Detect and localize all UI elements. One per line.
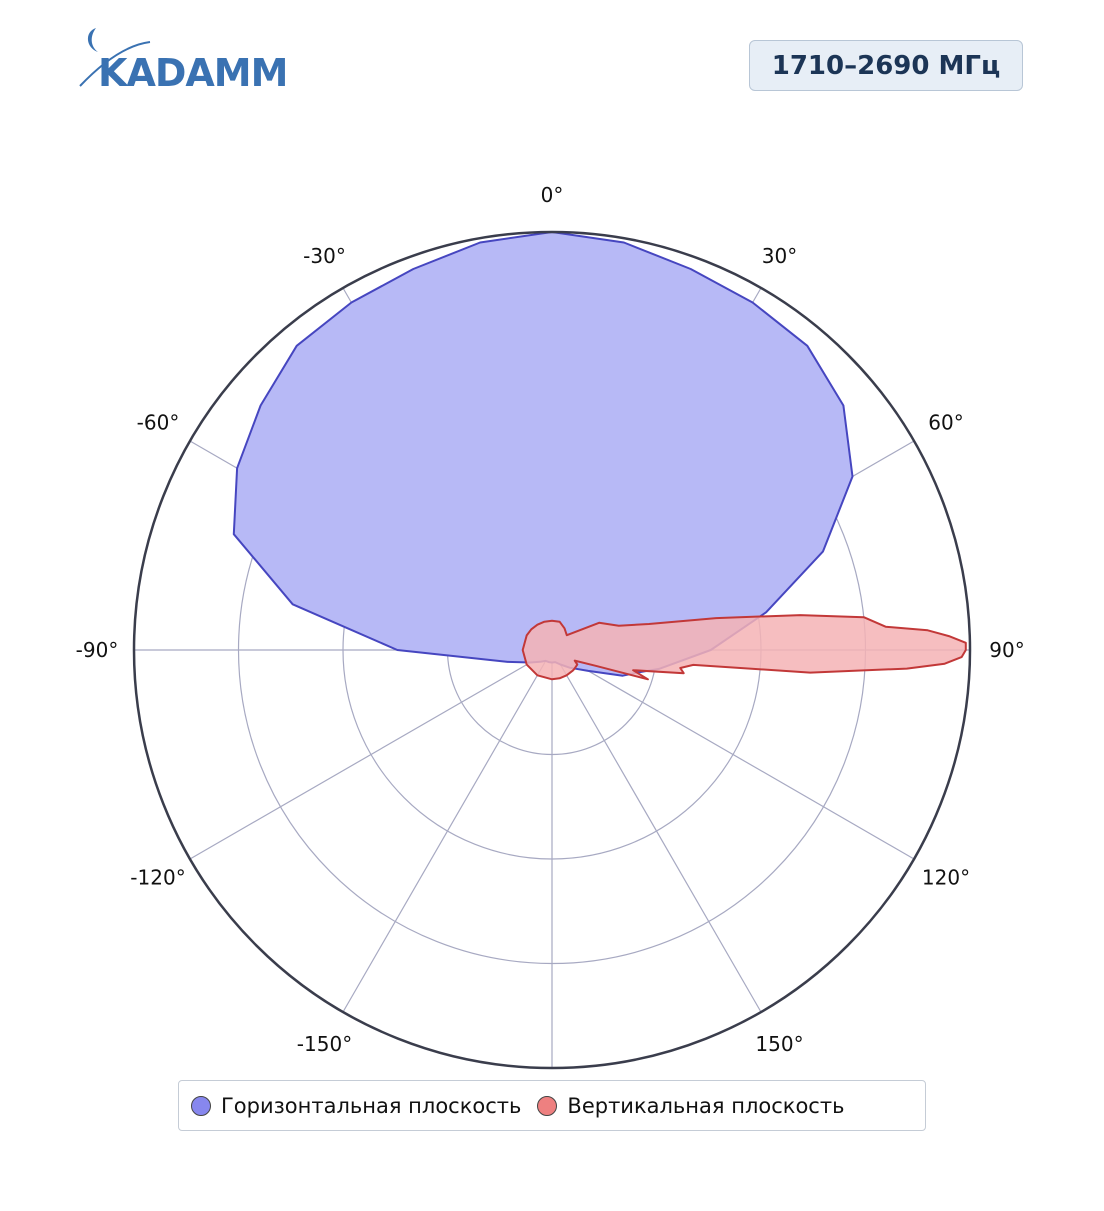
polar-outer-circle <box>132 230 972 1070</box>
legend-item-horizontal[interactable]: Горизонтальная плоскость <box>191 1094 521 1118</box>
angle-tick-label: 60° <box>928 411 963 435</box>
legend-marker-vertical <box>537 1095 558 1116</box>
angle-spoke <box>551 649 915 860</box>
angle-tick-label: -30° <box>303 244 346 268</box>
angle-tick-labels: 0° 30° 60° 90° 120° 150° -150° -120° -90° -60° -30… <box>76 183 1025 1056</box>
legend-label-vertical: Вертикальная плоскость <box>567 1093 845 1118</box>
logo-orbit <box>79 41 151 87</box>
angle-spoke <box>189 649 553 860</box>
logo-swoosh <box>87 28 98 52</box>
angle-spoke <box>551 649 762 1013</box>
angle-tick-label: 90° <box>989 638 1024 662</box>
legend-marker-horizontal <box>191 1095 211 1116</box>
legend-item-vertical[interactable]: Вертикальная плоскость <box>537 1094 844 1118</box>
polar-frame <box>132 230 972 1070</box>
angle-spoke <box>342 649 553 1013</box>
angle-tick-label: -120° <box>130 866 185 890</box>
series-layer <box>232 231 967 681</box>
angle-tick-label: 0° <box>541 183 564 207</box>
frequency-badge: 1710–2690 МГц <box>749 40 1023 91</box>
legend: Горизонтальная плоскость Вертикальная пл… <box>178 1080 926 1131</box>
kadamm-logo: KADAMM <box>79 28 288 92</box>
series-vertical-plane <box>521 614 967 681</box>
angle-tick-label: 120° <box>922 866 970 890</box>
angle-tick-label: -150° <box>297 1032 352 1056</box>
angle-tick-label: 30° <box>762 244 797 268</box>
angle-tick-label: 150° <box>755 1032 803 1056</box>
angle-tick-label: -60° <box>137 411 180 435</box>
legend-label-horizontal: Горизонтальная плоскость <box>221 1093 522 1118</box>
angle-tick-label: -90° <box>76 638 119 662</box>
logo-text: KADAMM <box>98 51 287 92</box>
